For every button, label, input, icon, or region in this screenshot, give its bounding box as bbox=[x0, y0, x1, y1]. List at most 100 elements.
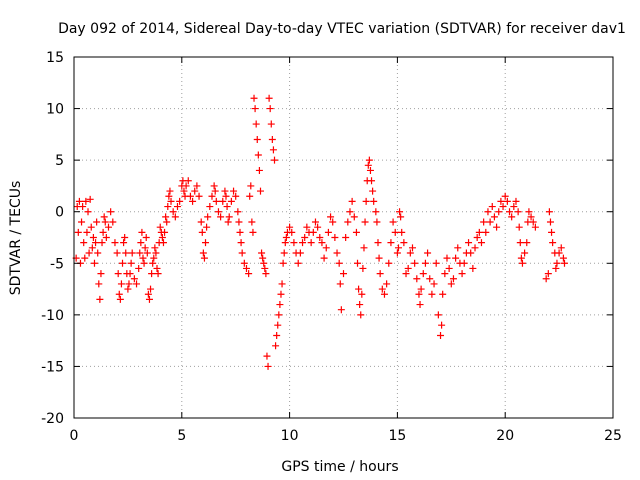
data-point bbox=[224, 218, 232, 226]
data-point bbox=[452, 254, 460, 262]
data-point bbox=[161, 228, 169, 236]
data-point bbox=[490, 213, 498, 221]
data-point bbox=[193, 182, 201, 190]
data-point bbox=[262, 270, 270, 278]
data-point bbox=[473, 234, 481, 241]
data-point bbox=[467, 249, 475, 257]
data-point bbox=[259, 254, 267, 262]
data-point bbox=[421, 259, 429, 267]
data-point bbox=[527, 213, 535, 221]
data-points bbox=[72, 94, 568, 370]
data-point bbox=[560, 259, 568, 267]
data-point bbox=[331, 234, 339, 241]
data-point bbox=[370, 197, 378, 205]
data-point bbox=[372, 208, 380, 216]
data-point bbox=[374, 239, 382, 247]
data-point bbox=[469, 264, 477, 272]
data-point bbox=[350, 213, 358, 221]
y-tick-label: 15 bbox=[46, 50, 64, 66]
data-point bbox=[327, 213, 335, 221]
data-point bbox=[488, 203, 496, 211]
data-point bbox=[86, 195, 94, 203]
data-point bbox=[514, 208, 522, 216]
data-point bbox=[383, 280, 391, 288]
data-point bbox=[366, 166, 374, 174]
data-point bbox=[549, 239, 557, 247]
data-point bbox=[260, 259, 268, 267]
data-point bbox=[460, 259, 468, 267]
data-point bbox=[416, 301, 424, 309]
data-point bbox=[288, 228, 296, 236]
data-point bbox=[286, 223, 294, 231]
data-point bbox=[525, 208, 533, 216]
data-point bbox=[100, 213, 108, 221]
data-point bbox=[324, 228, 332, 236]
data-point bbox=[445, 264, 453, 272]
data-point bbox=[281, 239, 289, 247]
x-axis-ticks: 0 5 10 15 20 25 bbox=[70, 57, 622, 444]
data-point bbox=[251, 105, 259, 113]
data-point bbox=[278, 280, 286, 288]
data-point bbox=[149, 259, 157, 267]
data-point bbox=[404, 264, 412, 272]
y-tick-label: 10 bbox=[46, 102, 64, 118]
data-point bbox=[164, 203, 172, 211]
data-point bbox=[117, 280, 125, 288]
data-point bbox=[361, 218, 369, 226]
data-point bbox=[272, 342, 280, 350]
data-point bbox=[437, 331, 445, 339]
data-point bbox=[232, 192, 240, 200]
data-point bbox=[548, 228, 556, 236]
data-point bbox=[154, 270, 162, 278]
data-point bbox=[247, 182, 255, 190]
data-point bbox=[394, 244, 402, 252]
data-point bbox=[74, 228, 82, 236]
data-point bbox=[280, 249, 288, 257]
data-point bbox=[397, 213, 405, 221]
data-point bbox=[545, 208, 553, 216]
data-point bbox=[221, 187, 229, 195]
x-tick-label: 0 bbox=[70, 428, 79, 444]
data-point bbox=[303, 223, 311, 231]
data-point bbox=[122, 249, 130, 257]
data-point bbox=[439, 290, 447, 298]
data-point bbox=[225, 213, 233, 221]
data-point bbox=[553, 259, 561, 267]
data-point bbox=[282, 234, 290, 241]
data-point bbox=[521, 249, 529, 257]
data-point bbox=[145, 295, 153, 303]
data-point bbox=[83, 228, 91, 236]
data-point bbox=[84, 208, 92, 216]
data-point bbox=[82, 197, 90, 205]
data-point bbox=[336, 280, 344, 288]
data-point bbox=[258, 249, 266, 257]
data-point bbox=[212, 197, 220, 205]
data-point bbox=[458, 270, 466, 278]
data-point bbox=[248, 218, 256, 226]
data-point bbox=[227, 197, 235, 205]
data-point bbox=[314, 223, 322, 231]
data-point bbox=[344, 218, 352, 226]
data-point bbox=[81, 254, 89, 262]
data-point bbox=[438, 321, 446, 329]
data-point bbox=[261, 264, 269, 272]
data-point bbox=[387, 239, 395, 247]
data-point bbox=[234, 208, 242, 216]
data-point bbox=[301, 234, 309, 241]
data-point bbox=[517, 254, 525, 262]
data-point bbox=[124, 285, 132, 293]
data-point bbox=[428, 290, 436, 298]
data-point bbox=[279, 259, 287, 267]
data-point bbox=[434, 311, 442, 319]
data-point bbox=[471, 244, 479, 252]
data-point bbox=[223, 203, 231, 211]
data-point bbox=[512, 197, 520, 205]
data-point bbox=[180, 187, 188, 195]
data-point bbox=[294, 259, 302, 267]
data-point bbox=[333, 249, 341, 257]
data-point bbox=[246, 192, 254, 200]
data-point bbox=[126, 270, 134, 278]
data-point bbox=[356, 301, 364, 309]
data-point bbox=[335, 259, 343, 267]
data-point bbox=[116, 295, 124, 303]
